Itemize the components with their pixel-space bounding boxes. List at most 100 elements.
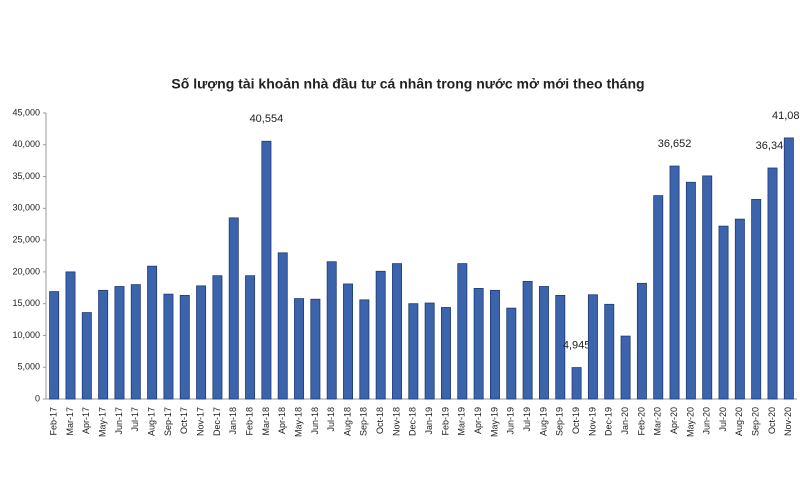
bar [783, 137, 794, 400]
bar [653, 195, 664, 400]
bar [343, 283, 354, 400]
x-tick-label: Nov-18 [391, 407, 401, 436]
x-tick-label: Apr-20 [669, 407, 679, 434]
bar [49, 291, 60, 400]
x-tick-label: Jan-19 [424, 407, 434, 435]
y-tick-label: 45,000 [12, 107, 40, 117]
x-tick-label: Sep-19 [555, 407, 565, 436]
x-tick-label: Mar-18 [261, 407, 271, 436]
bar [326, 261, 337, 400]
chart-title: Số lượng tài khoản nhà đầu tư cá nhân tr… [171, 76, 644, 92]
bar [245, 275, 256, 400]
bar [767, 167, 778, 400]
bar [212, 275, 223, 400]
x-tick-label: Oct-20 [767, 407, 777, 434]
bar [359, 299, 370, 400]
bar [294, 298, 305, 400]
x-tick-label: May-20 [685, 407, 695, 437]
value-label: 36,652 [658, 138, 692, 150]
bar [457, 263, 468, 400]
x-tick-label: Jul-19 [522, 407, 532, 432]
bar [636, 282, 647, 400]
x-tick-label: Apr-19 [473, 407, 483, 434]
bar [81, 312, 92, 400]
x-tick-label: Mar-20 [653, 407, 663, 436]
x-tick-label: May-17 [98, 407, 108, 437]
y-tick-label: 15,000 [12, 298, 40, 308]
x-tick-label: Jun-20 [702, 407, 712, 435]
x-tick-label: Sep-18 [359, 407, 369, 436]
x-tick-label: Oct-19 [571, 407, 581, 434]
value-label: 36,346 [756, 140, 790, 152]
x-tick-label: Feb-20 [636, 407, 646, 436]
y-tick-label: 25,000 [12, 234, 40, 244]
x-tick-label: Jan-20 [620, 407, 630, 435]
bar [718, 225, 729, 400]
bar [506, 307, 517, 400]
x-tick-label: Jul-17 [130, 407, 140, 432]
bar [392, 263, 402, 400]
y-tick-label: 30,000 [12, 203, 40, 213]
bar [408, 303, 419, 400]
x-tick-label: Dec-18 [408, 407, 418, 436]
x-tick-label: May-18 [293, 407, 303, 437]
x-tick-label: Aug-17 [146, 407, 156, 436]
x-tick-label: Feb-18 [244, 407, 254, 436]
x-tick-label: Jul-20 [718, 407, 728, 432]
x-tick-label: Nov-20 [783, 407, 793, 436]
x-tick-label: Jun-19 [506, 407, 516, 435]
x-tick-label: Apr-18 [277, 407, 287, 434]
bar [310, 298, 321, 400]
x-tick-label: Jun-18 [310, 407, 320, 435]
value-label: 4,945 [563, 339, 591, 351]
bar [685, 181, 696, 400]
bar [147, 265, 158, 400]
bar [538, 286, 549, 400]
bar [130, 284, 141, 400]
bar [277, 252, 288, 400]
x-tick-label: Mar-19 [457, 407, 467, 436]
x-tick-label: Nov-17 [195, 407, 205, 436]
value-label: 40,554 [250, 113, 284, 125]
bar [734, 218, 745, 400]
bar [587, 294, 598, 400]
bar [555, 295, 566, 400]
bar [751, 199, 762, 400]
x-tick-label: Aug-20 [734, 407, 744, 436]
x-tick-label: Dec-19 [604, 407, 614, 436]
x-tick-label: Feb-17 [49, 407, 59, 436]
bar [604, 303, 615, 400]
bar [489, 289, 500, 400]
bar [163, 293, 174, 400]
bar [375, 270, 386, 400]
y-tick-label: 40,000 [12, 139, 40, 149]
x-tick-label: Aug-18 [342, 407, 352, 436]
bar [261, 140, 272, 400]
y-tick-label: 5,000 [17, 362, 40, 372]
bar [669, 165, 680, 400]
y-tick-label: 0 [35, 393, 40, 403]
bar [522, 281, 533, 400]
y-tick-label: 10,000 [12, 330, 40, 340]
x-tick-label: Jan-18 [228, 407, 238, 435]
bar [114, 286, 125, 400]
x-tick-label: Nov-19 [587, 407, 597, 436]
x-tick-label: Oct-17 [179, 407, 189, 434]
x-tick-label: Jul-18 [326, 407, 336, 432]
bar [424, 302, 435, 400]
x-tick-label: Sep-20 [751, 407, 761, 436]
x-tick-label: Oct-18 [375, 407, 385, 434]
x-tick-label: Apr-17 [81, 407, 91, 434]
x-tick-label: Aug-19 [538, 407, 548, 436]
bar [441, 307, 451, 400]
x-tick-label: Jun-17 [114, 407, 124, 435]
y-tick-label: 20,000 [12, 266, 40, 276]
y-tick-label: 35,000 [12, 171, 40, 181]
x-tick-label: Sep-17 [163, 407, 173, 436]
x-tick-label: Feb-19 [440, 407, 450, 436]
x-tick-label: Mar-17 [65, 407, 75, 436]
bar [702, 175, 713, 400]
bar [65, 271, 76, 400]
x-tick-label: May-19 [489, 407, 499, 437]
